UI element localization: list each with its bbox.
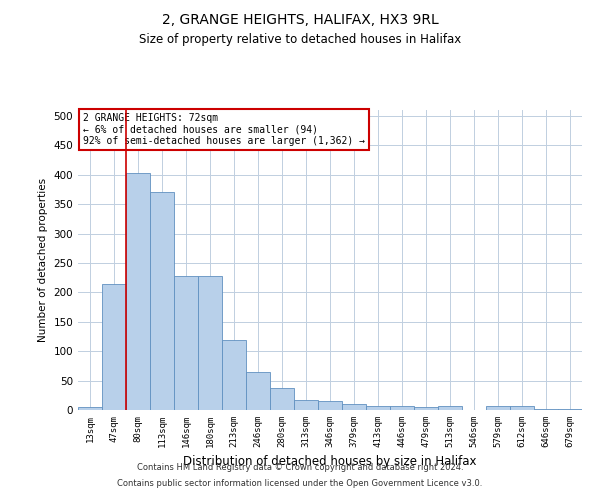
Text: Contains public sector information licensed under the Open Government Licence v3: Contains public sector information licen…	[118, 478, 482, 488]
Text: 2 GRANGE HEIGHTS: 72sqm
← 6% of detached houses are smaller (94)
92% of semi-det: 2 GRANGE HEIGHTS: 72sqm ← 6% of detached…	[83, 113, 365, 146]
Y-axis label: Number of detached properties: Number of detached properties	[38, 178, 48, 342]
Bar	[198, 276, 222, 410]
Bar	[150, 192, 174, 410]
Bar	[390, 406, 414, 410]
X-axis label: Distribution of detached houses by size in Halifax: Distribution of detached houses by size …	[183, 456, 477, 468]
Bar	[174, 276, 198, 410]
Bar	[486, 406, 510, 410]
Bar	[510, 406, 534, 410]
Bar	[318, 401, 342, 410]
Text: Size of property relative to detached houses in Halifax: Size of property relative to detached ho…	[139, 32, 461, 46]
Bar	[126, 173, 150, 410]
Bar	[366, 406, 390, 410]
Bar	[294, 400, 318, 410]
Bar	[78, 407, 102, 410]
Bar	[438, 406, 462, 410]
Bar	[102, 284, 126, 410]
Bar	[270, 388, 294, 410]
Bar	[246, 372, 270, 410]
Text: 2, GRANGE HEIGHTS, HALIFAX, HX3 9RL: 2, GRANGE HEIGHTS, HALIFAX, HX3 9RL	[161, 12, 439, 26]
Bar	[414, 407, 438, 410]
Bar	[222, 340, 246, 410]
Bar	[342, 404, 366, 410]
Text: Contains HM Land Registry data © Crown copyright and database right 2024.: Contains HM Land Registry data © Crown c…	[137, 464, 463, 472]
Bar	[534, 409, 558, 410]
